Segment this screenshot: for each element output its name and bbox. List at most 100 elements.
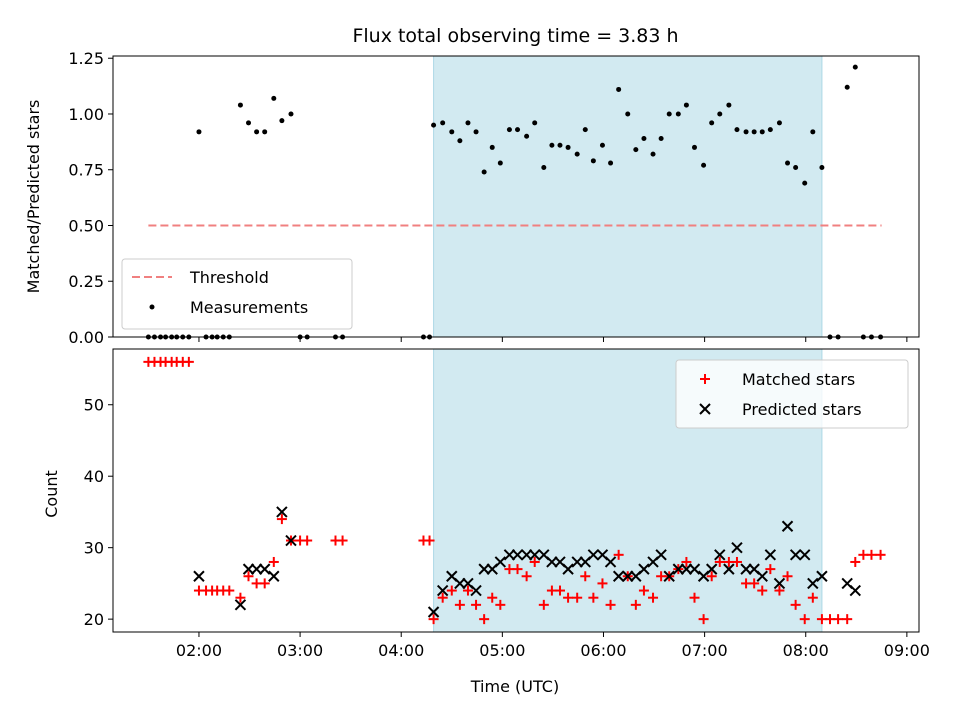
predicted-stars-point	[816, 570, 828, 582]
x-b	[446, 570, 458, 582]
matched-stars-point	[875, 549, 886, 560]
x-b	[529, 549, 541, 561]
matched-stars-point	[276, 514, 287, 525]
x-b	[546, 556, 558, 568]
predicted-stars-point	[571, 556, 583, 568]
measurement-point	[246, 120, 252, 126]
x-b	[520, 549, 533, 561]
predicted-stars-point	[638, 563, 650, 575]
x-b	[268, 570, 280, 582]
measurement-point	[541, 165, 547, 171]
x-b	[242, 563, 255, 575]
x-b	[462, 577, 474, 590]
predicted-stars-point	[672, 563, 685, 575]
matched-stars-point	[424, 535, 435, 546]
legend-measurements-swatch	[149, 304, 155, 310]
measurement-point	[574, 151, 580, 157]
x-b	[841, 577, 853, 590]
top-legend: Threshold Measurements	[121, 258, 353, 330]
measurement-point	[819, 165, 825, 171]
x-b	[571, 556, 583, 568]
measurement-point	[759, 129, 765, 135]
predicted-stars-point	[773, 577, 786, 590]
measurement-point	[254, 129, 260, 135]
matched-stars-point	[235, 592, 246, 603]
measurement-point	[666, 111, 672, 117]
measurement-point	[465, 120, 471, 126]
matched-stars-point	[588, 592, 599, 603]
matched-stars-point	[689, 592, 700, 603]
bottom-y-axis-label: Count	[42, 470, 61, 518]
predicted-stars-point	[849, 584, 861, 597]
top-y-tick-label: 1.00	[68, 105, 104, 124]
measurement-point	[506, 127, 512, 133]
x-b	[688, 563, 701, 575]
matched-stars-point	[799, 614, 810, 625]
measurement-point	[449, 129, 455, 135]
measurement-point	[658, 136, 664, 142]
x-b	[612, 570, 625, 582]
x-b	[764, 549, 777, 561]
measurement-point	[431, 122, 437, 128]
x-b	[789, 549, 802, 561]
legend-matched-label: Matched stars	[742, 370, 855, 389]
matched-stars-point	[454, 599, 465, 610]
top-panel: Flux total observing time = 3.83 h 0.000…	[24, 25, 920, 347]
x-b	[250, 563, 263, 575]
matched-stars-point	[521, 571, 532, 582]
x-b	[781, 520, 794, 532]
top-y-axis-label: Matched/Predicted stars	[24, 100, 43, 294]
x-b	[816, 570, 828, 582]
x-b	[748, 563, 760, 575]
measurement-point	[288, 111, 294, 117]
x-b	[494, 556, 507, 568]
x-b	[680, 563, 693, 575]
measurement-point	[473, 129, 479, 135]
bottom-legend-box	[675, 359, 909, 429]
measurement-point	[271, 95, 277, 101]
predicted-stars-point	[511, 549, 524, 561]
legend-matched-swatch	[700, 374, 710, 384]
x-b	[470, 584, 482, 597]
x-b	[511, 549, 524, 561]
matched-stars-point	[446, 585, 457, 596]
x-b	[193, 570, 205, 582]
matched-stars-point	[580, 571, 591, 582]
matched-stars-point	[765, 564, 776, 575]
x-b	[538, 549, 550, 561]
predicted-stars-point	[529, 549, 541, 561]
matched-stars-point	[850, 556, 861, 567]
measurement-point	[751, 129, 757, 135]
matched-stars-point	[563, 592, 574, 603]
predicted-stars-point	[562, 563, 574, 575]
predicted-stars-point	[723, 563, 735, 575]
measurement-point	[582, 127, 588, 133]
matched-stars-point	[648, 592, 659, 603]
measurement-point	[810, 129, 816, 135]
bottom-x-tick-label: 02:00	[176, 641, 222, 660]
top-legend-box	[121, 258, 353, 330]
measurement-point	[565, 144, 571, 150]
measurement-point	[844, 84, 850, 90]
x-b	[849, 584, 861, 597]
x-b	[276, 506, 288, 518]
x-b	[562, 563, 574, 575]
matched-stars-point	[268, 556, 279, 567]
predicted-stars-point	[520, 549, 533, 561]
matched-stars-point	[302, 535, 313, 546]
matched-stars-point	[337, 535, 348, 546]
measurement-point	[599, 142, 605, 148]
predicted-stars-point	[714, 549, 726, 561]
matched-stars-point	[833, 614, 844, 625]
measurement-point	[262, 129, 268, 135]
matched-stars-point	[538, 599, 549, 610]
x-b	[638, 563, 650, 575]
predicted-stars-point	[454, 577, 466, 590]
measurement-point	[279, 118, 285, 124]
matched-stars-point	[462, 585, 473, 596]
matched-stars-point	[842, 614, 853, 625]
measurement-point	[691, 144, 697, 150]
x-b	[731, 541, 743, 554]
